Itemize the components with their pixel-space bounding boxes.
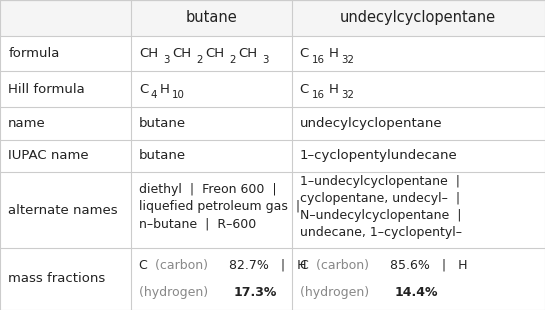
Bar — [0, 0, 545, 36]
Text: C: C — [300, 259, 312, 272]
Text: CH: CH — [172, 47, 191, 60]
Text: 1–undecylcyclopentane  |
cyclopentane, undecyl–  |
N–undecylcyclopentane  |
unde: 1–undecylcyclopentane | cyclopentane, un… — [300, 175, 462, 239]
Text: 2: 2 — [197, 55, 203, 65]
Text: (carbon): (carbon) — [155, 259, 213, 272]
Text: mass fractions: mass fractions — [8, 272, 105, 286]
Text: H: H — [329, 83, 338, 95]
Text: butane: butane — [185, 10, 237, 25]
Text: H: H — [159, 83, 169, 95]
Text: diethyl  |  Freon 600  |
liquefied petroleum gas  |
n–butane  |  R–600: diethyl | Freon 600 | liquefied petroleu… — [139, 184, 300, 230]
Text: name: name — [8, 117, 46, 130]
Text: Hill formula: Hill formula — [8, 83, 85, 95]
Text: IUPAC name: IUPAC name — [8, 149, 89, 162]
Text: 85.6%   |   H: 85.6% | H — [390, 259, 467, 272]
Text: formula: formula — [8, 47, 59, 60]
Text: (hydrogen): (hydrogen) — [300, 286, 373, 299]
Text: 2: 2 — [229, 55, 236, 65]
Text: undecylcyclopentane: undecylcyclopentane — [340, 10, 496, 25]
Text: 3: 3 — [164, 55, 170, 65]
Text: 32: 32 — [341, 90, 354, 100]
Bar — [0, 107, 545, 140]
Text: CH: CH — [238, 47, 257, 60]
Text: (hydrogen): (hydrogen) — [139, 286, 212, 299]
Text: 1–cyclopentylundecane: 1–cyclopentylundecane — [300, 149, 457, 162]
Bar — [0, 71, 545, 107]
Text: undecylcyclopentane: undecylcyclopentane — [300, 117, 443, 130]
Text: 16: 16 — [312, 55, 325, 65]
Text: 10: 10 — [172, 90, 185, 100]
Text: 82.7%   |   H: 82.7% | H — [229, 259, 306, 272]
Text: butane: butane — [139, 149, 186, 162]
Text: 16: 16 — [312, 90, 325, 100]
Text: 17.3%: 17.3% — [233, 286, 277, 299]
Text: C: C — [300, 83, 309, 95]
Bar — [0, 172, 545, 248]
Text: C: C — [139, 83, 148, 95]
Text: CH: CH — [139, 47, 158, 60]
Text: (carbon): (carbon) — [316, 259, 373, 272]
Text: 32: 32 — [341, 55, 354, 65]
Text: alternate names: alternate names — [8, 204, 118, 216]
Text: C: C — [139, 259, 152, 272]
Text: CH: CH — [205, 47, 224, 60]
Text: 4: 4 — [151, 90, 158, 100]
Bar — [0, 36, 545, 71]
Text: 3: 3 — [263, 55, 269, 65]
Text: C: C — [300, 47, 309, 60]
Bar — [0, 140, 545, 172]
Bar — [0, 248, 545, 310]
Text: 14.4%: 14.4% — [394, 286, 438, 299]
Text: butane: butane — [139, 117, 186, 130]
Text: H: H — [329, 47, 338, 60]
